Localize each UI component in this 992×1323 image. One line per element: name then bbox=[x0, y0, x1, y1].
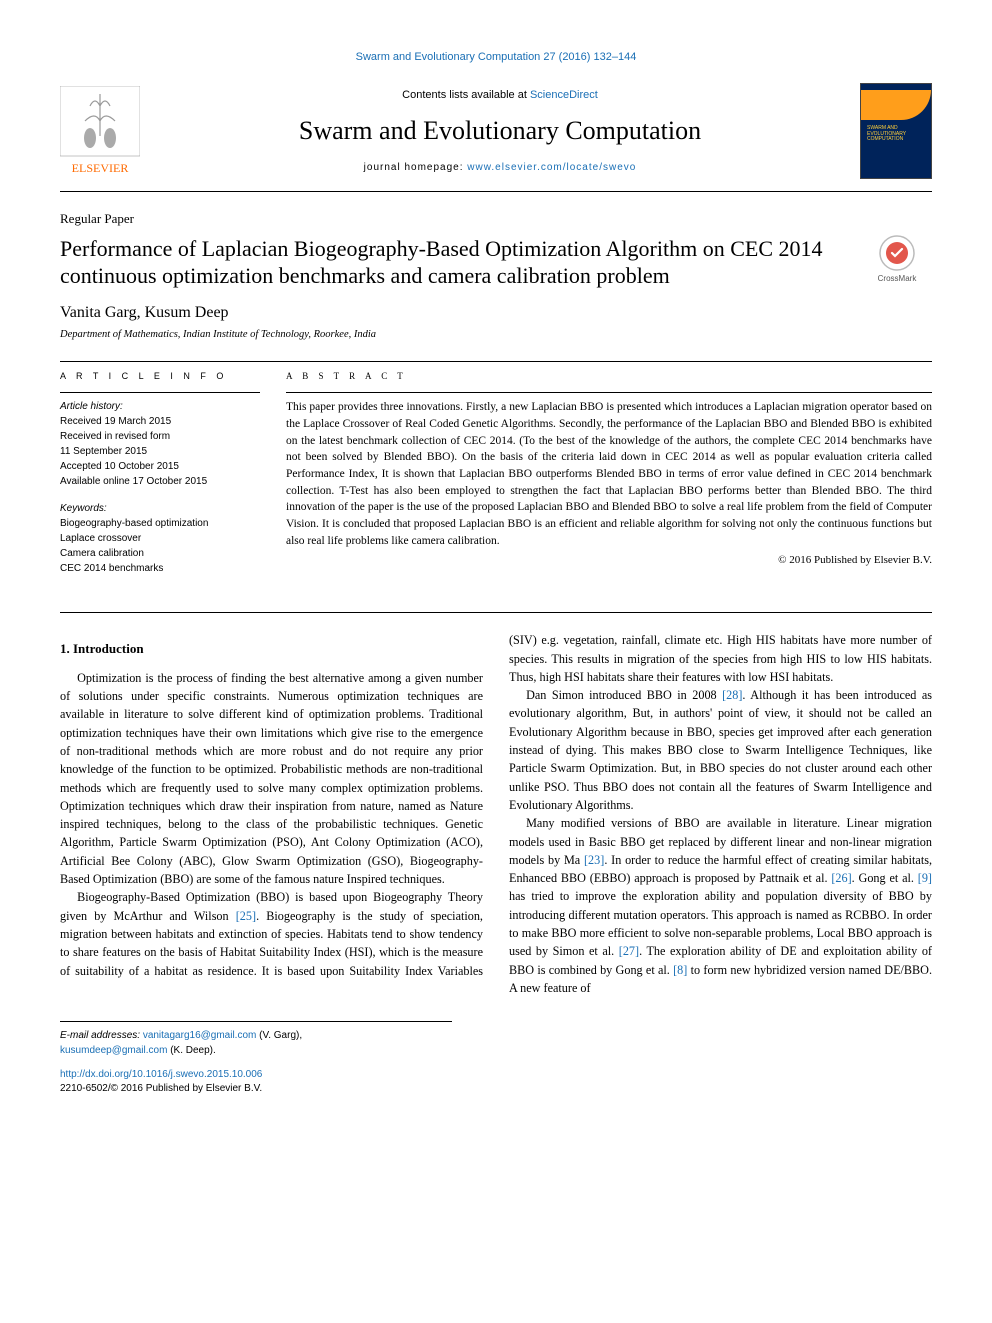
homepage-prefix: journal homepage: bbox=[364, 162, 468, 173]
page-root: Swarm and Evolutionary Computation 27 (2… bbox=[0, 0, 992, 1146]
homepage-line: journal homepage: www.elsevier.com/locat… bbox=[156, 161, 844, 175]
running-head-link[interactable]: Swarm and Evolutionary Computation 27 (2… bbox=[356, 51, 637, 63]
author-email-link[interactable]: vanitagarg16@gmail.com bbox=[143, 1030, 257, 1041]
history-line: Received in revised form bbox=[60, 431, 170, 442]
history-line: Received 19 March 2015 bbox=[60, 416, 171, 427]
title-row: Performance of Laplacian Biogeography-Ba… bbox=[60, 235, 932, 290]
citation-link[interactable]: [23] bbox=[584, 853, 604, 867]
crossmark-icon bbox=[879, 235, 915, 271]
citation-link[interactable]: [8] bbox=[673, 963, 687, 977]
journal-cover-thumb: SWARM ANDEVOLUTIONARYCOMPUTATION bbox=[860, 83, 932, 179]
footnotes: E-mail addresses: vanitagarg16@gmail.com… bbox=[60, 1021, 452, 1058]
info-abstract-row: A R T I C L E I N F O Article history: R… bbox=[60, 370, 932, 589]
masthead-center: Contents lists available at ScienceDirec… bbox=[156, 88, 844, 176]
keywords-label: Keywords: bbox=[60, 503, 107, 514]
affiliation: Department of Mathematics, Indian Instit… bbox=[60, 328, 932, 343]
crossmark-label: CrossMark bbox=[878, 274, 917, 283]
keywords-box: Keywords: Biogeography-based optimizatio… bbox=[60, 501, 260, 576]
contents-prefix: Contents lists available at bbox=[402, 89, 530, 101]
crossmark-badge[interactable]: CrossMark bbox=[862, 235, 932, 284]
abstract-copyright: © 2016 Published by Elsevier B.V. bbox=[286, 553, 932, 568]
divider bbox=[60, 361, 932, 362]
history-line: Accepted 10 October 2015 bbox=[60, 461, 179, 472]
body-paragraph: Optimization is the process of finding t… bbox=[60, 669, 483, 889]
publisher-name: ELSEVIER bbox=[72, 161, 129, 175]
contents-line: Contents lists available at ScienceDirec… bbox=[156, 88, 844, 103]
article-info-heading: A R T I C L E I N F O bbox=[60, 370, 260, 383]
citation-link[interactable]: [26] bbox=[831, 871, 851, 885]
body-paragraph: Dan Simon introduced BBO in 2008 [28]. A… bbox=[509, 686, 932, 814]
body-columns: 1. Introduction Optimization is the proc… bbox=[60, 631, 932, 997]
article-title: Performance of Laplacian Biogeography-Ba… bbox=[60, 235, 844, 290]
abstract-heading: A B S T R A C T bbox=[286, 370, 932, 383]
history-label: Article history: bbox=[60, 401, 123, 412]
publisher-logo: ELSEVIER bbox=[60, 86, 140, 176]
citation-link[interactable]: [27] bbox=[619, 944, 639, 958]
running-head: Swarm and Evolutionary Computation 27 (2… bbox=[60, 50, 932, 65]
paper-type: Regular Paper bbox=[60, 210, 932, 228]
sciencedirect-link[interactable]: ScienceDirect bbox=[530, 89, 598, 101]
keyword: Biogeography-based optimization bbox=[60, 518, 208, 529]
keyword: Laplace crossover bbox=[60, 533, 141, 544]
citation-link[interactable]: [28] bbox=[722, 688, 742, 702]
keyword: CEC 2014 benchmarks bbox=[60, 563, 163, 574]
authors: Vanita Garg, Kusum Deep bbox=[60, 302, 932, 324]
history-line: Available online 17 October 2015 bbox=[60, 476, 207, 487]
section-heading: 1. Introduction bbox=[60, 639, 483, 659]
body-paragraph: Many modified versions of BBO are availa… bbox=[509, 814, 932, 997]
email-label: E-mail addresses: bbox=[60, 1030, 143, 1041]
masthead: ELSEVIER Contents lists available at Sci… bbox=[60, 83, 932, 192]
abstract-text: This paper provides three innovations. F… bbox=[286, 392, 932, 549]
abstract-col: A B S T R A C T This paper provides thre… bbox=[286, 370, 932, 589]
email-attribution: (V. Garg), bbox=[256, 1030, 302, 1041]
doi-link[interactable]: http://dx.doi.org/10.1016/j.swevo.2015.1… bbox=[60, 1069, 262, 1080]
article-info-col: A R T I C L E I N F O Article history: R… bbox=[60, 370, 260, 589]
citation-link[interactable]: [9] bbox=[918, 871, 932, 885]
history-line: 11 September 2015 bbox=[60, 446, 147, 457]
doi-block: http://dx.doi.org/10.1016/j.swevo.2015.1… bbox=[60, 1068, 932, 1096]
homepage-link[interactable]: www.elsevier.com/locate/swevo bbox=[467, 162, 636, 173]
journal-name: Swarm and Evolutionary Computation bbox=[156, 113, 844, 149]
article-history-box: Article history: Received 19 March 2015 … bbox=[60, 392, 260, 489]
email-attribution: (K. Deep). bbox=[167, 1045, 215, 1056]
citation-link[interactable]: [25] bbox=[236, 909, 256, 923]
issn-copyright: 2210-6502/© 2016 Published by Elsevier B… bbox=[60, 1083, 262, 1094]
keyword: Camera calibration bbox=[60, 548, 144, 559]
author-email-link[interactable]: kusumdeep@gmail.com bbox=[60, 1045, 167, 1056]
